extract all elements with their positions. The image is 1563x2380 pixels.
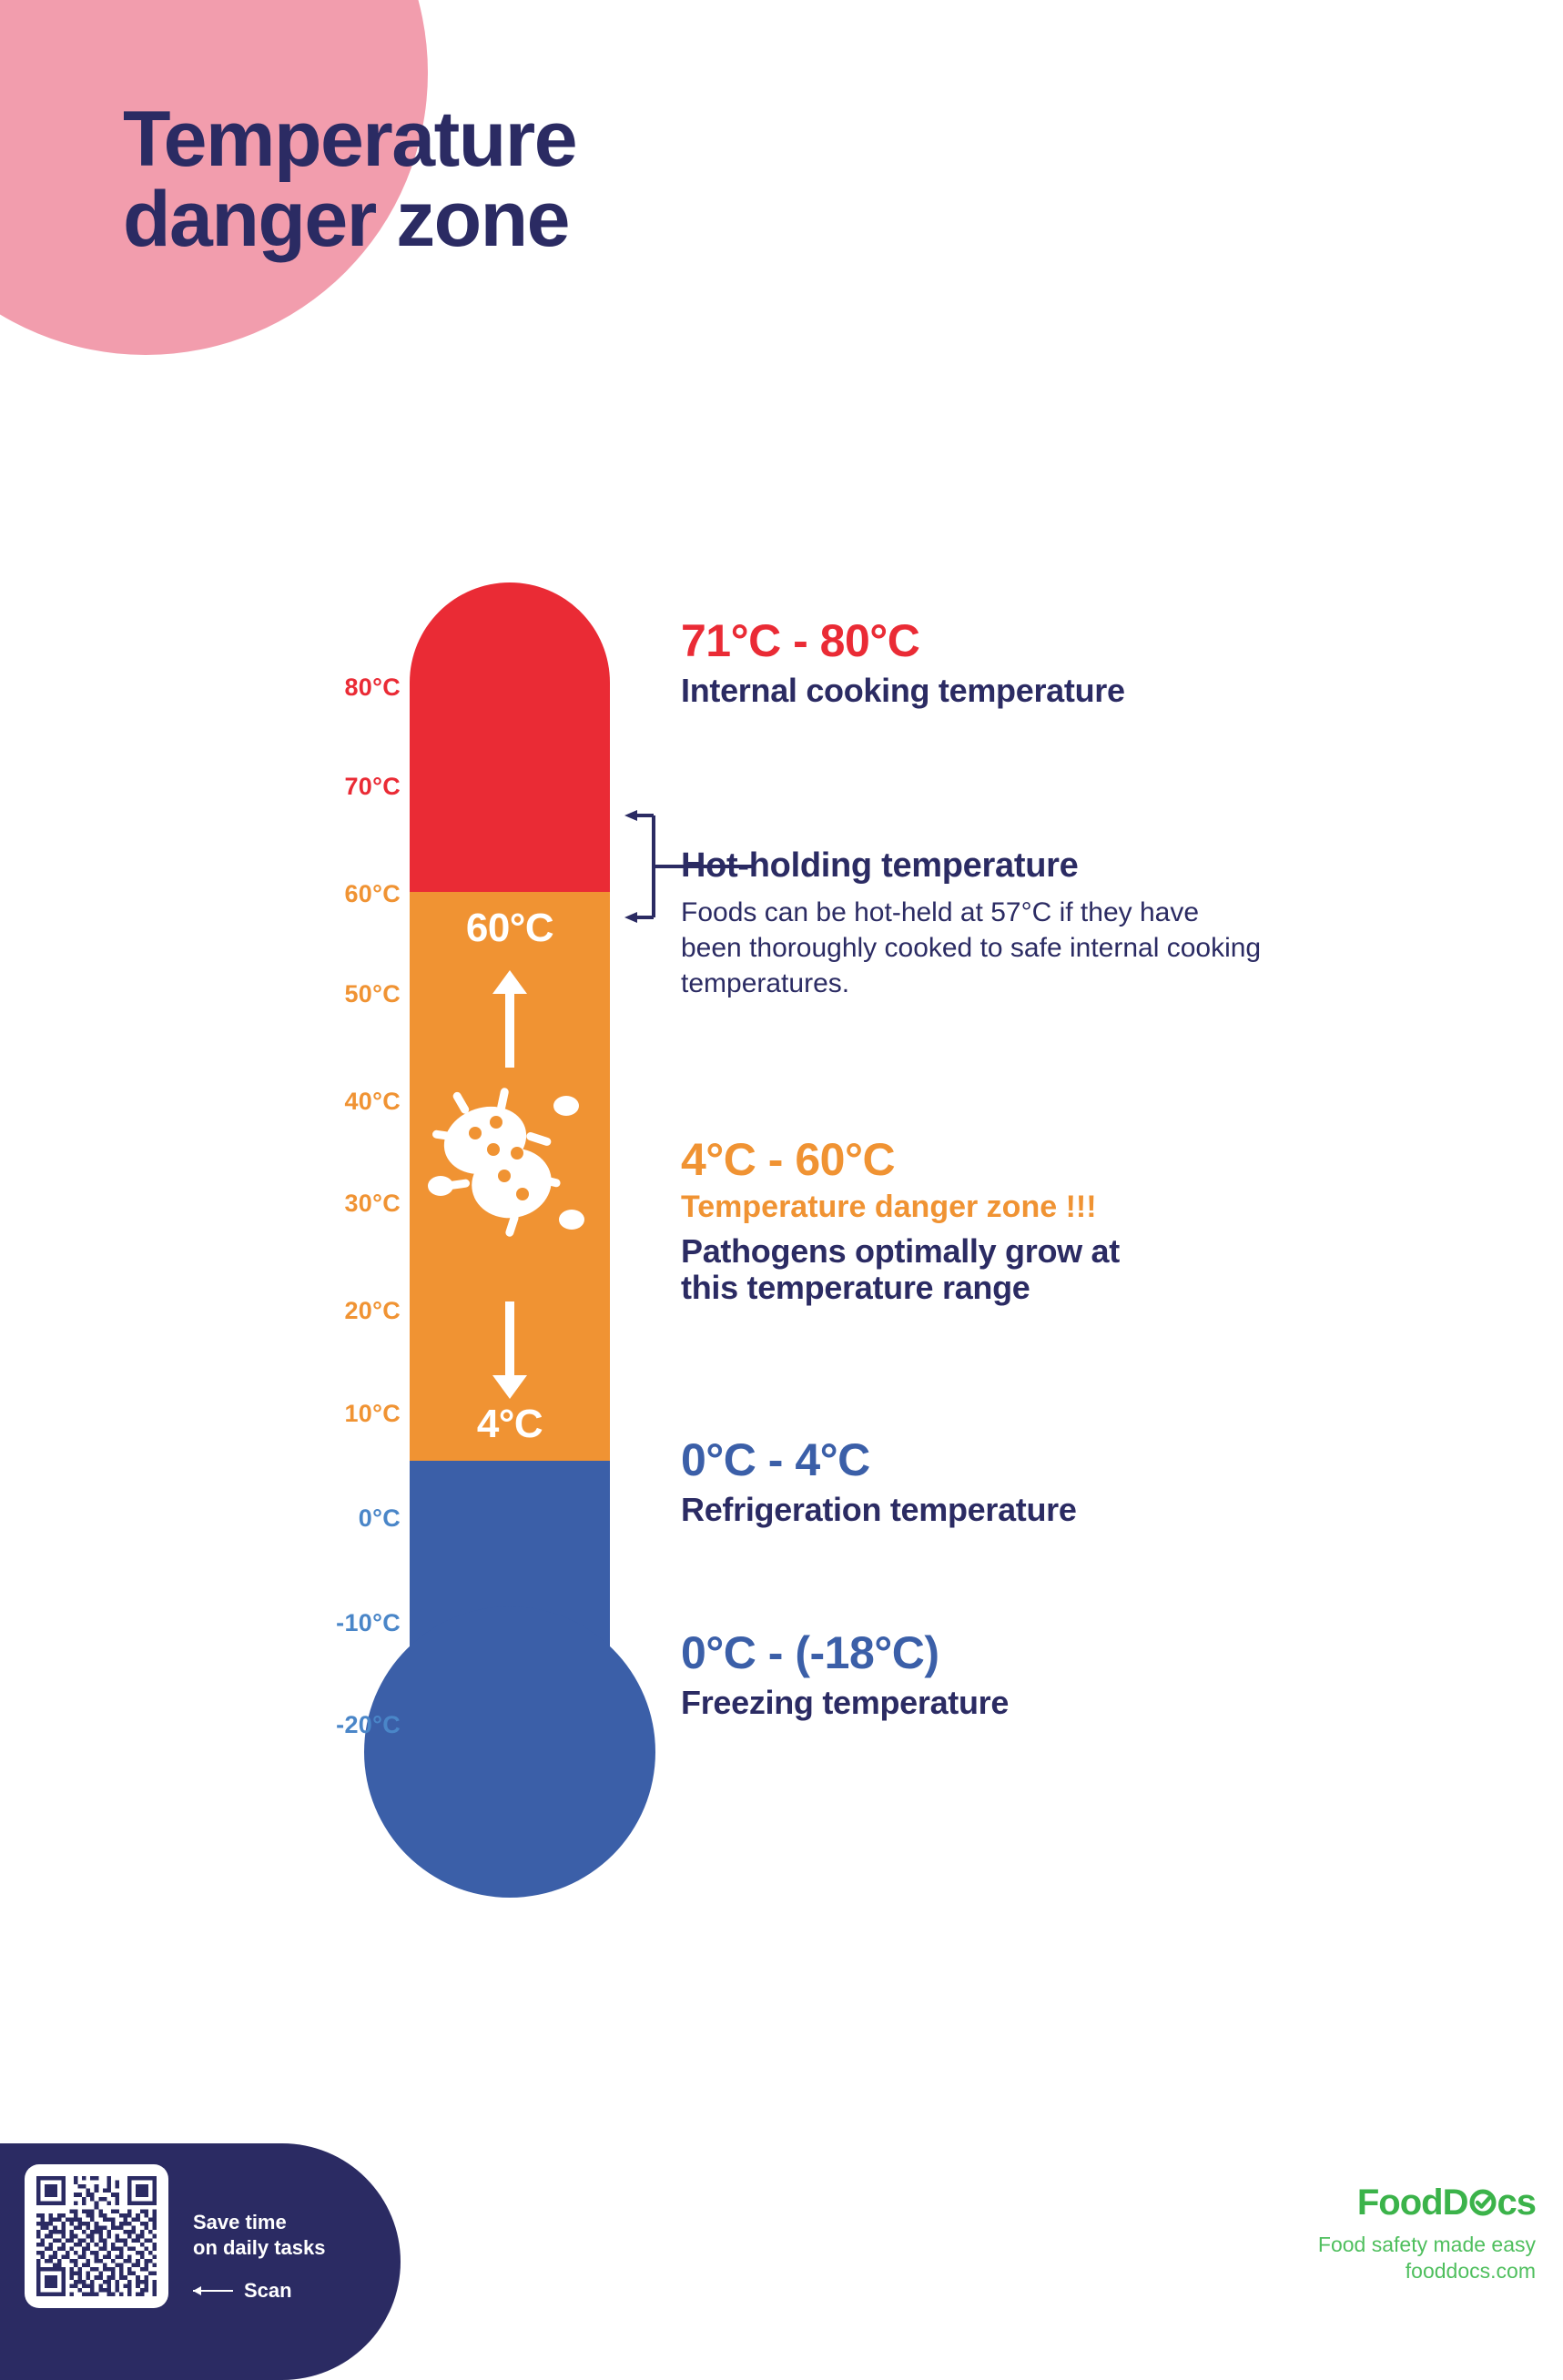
thermometer-bulb bbox=[364, 1606, 655, 1898]
scale-tick: 80°C bbox=[344, 673, 401, 701]
arrow-down-icon bbox=[492, 1301, 527, 1399]
scale-tick: 40°C bbox=[344, 1088, 401, 1115]
footer-promo-line1: Save time bbox=[193, 2211, 287, 2233]
page-title-line2: danger zone bbox=[123, 175, 571, 263]
footer-promo: Save time on daily tasks bbox=[193, 2210, 326, 2260]
page-title: Temperature danger zone bbox=[123, 99, 578, 263]
scale-tick: 30°C bbox=[344, 1190, 401, 1217]
thermometer-segment-blue bbox=[410, 1461, 610, 1493]
cooking-caption: Internal cooking temperature bbox=[681, 672, 1125, 709]
scan-label: Scan bbox=[244, 2279, 292, 2302]
hot-holding-body: Foods can be hot-held at 57°C if they ha… bbox=[681, 897, 1262, 998]
qr-code-image bbox=[36, 2176, 157, 2296]
logo-text-food: Food bbox=[1356, 2183, 1444, 2223]
scale-tick: 0°C bbox=[358, 1504, 401, 1532]
cooking-range: 71°C - 80°C bbox=[681, 615, 920, 666]
block-danger-zone: 4°C - 60°C Temperature danger zone !!! P… bbox=[681, 1136, 1120, 1307]
brand-url: fooddocs.com bbox=[1405, 2258, 1536, 2283]
block-hot-holding: Hot-holding temperature Foods can be hot… bbox=[681, 846, 1264, 1001]
thermometer-inner-label-top: 60°C bbox=[465, 906, 554, 950]
arrow-left-icon bbox=[193, 2286, 233, 2295]
refrigeration-range: 0°C - 4°C bbox=[681, 1434, 870, 1485]
block-internal-cooking: 71°C - 80°C Internal cooking temperature bbox=[681, 617, 1125, 709]
freezing-caption: Freezing temperature bbox=[681, 1684, 1010, 1721]
scale-tick: 60°C bbox=[344, 880, 401, 907]
hot-holding-bracket bbox=[624, 810, 756, 923]
page-title-line1: Temperature bbox=[123, 96, 578, 183]
scale-tick: 70°C bbox=[344, 773, 401, 800]
hot-holding-title: Hot-holding temperature bbox=[681, 846, 1079, 885]
block-refrigeration: 0°C - 4°C Refrigeration temperature bbox=[681, 1436, 1077, 1528]
scale-tick: 10°C bbox=[344, 1400, 401, 1427]
danger-body-line1: Pathogens optimally grow at bbox=[681, 1232, 1120, 1271]
danger-headline: Temperature danger zone !!! bbox=[681, 1190, 1097, 1224]
scale-tick: 50°C bbox=[344, 980, 401, 1008]
danger-body-line2: this temperature range bbox=[681, 1269, 1030, 1307]
thermometer-graphic: 60°C 4°C bbox=[364, 582, 655, 1898]
freezing-range: 0°C - (-18°C) bbox=[681, 1627, 939, 1678]
thermometer-scale: 80°C 70°C 60°C 50°C 40°C 30°C 20°C 10°C … bbox=[336, 673, 401, 1738]
qr-code[interactable] bbox=[25, 2164, 168, 2308]
danger-range: 4°C - 60°C bbox=[681, 1134, 896, 1185]
scale-tick: 20°C bbox=[344, 1297, 401, 1324]
logo-text-d: D bbox=[1442, 2183, 1469, 2223]
scale-tick: -10°C bbox=[336, 1609, 401, 1636]
bacteria-icon bbox=[428, 1088, 584, 1237]
brand-tagline: Food safety made easy bbox=[1317, 2233, 1536, 2256]
arrow-up-icon bbox=[492, 970, 527, 1068]
scan-row: Scan bbox=[193, 2279, 292, 2303]
logo-text-cs: cs bbox=[1497, 2183, 1537, 2223]
check-circle-icon bbox=[1469, 2189, 1496, 2216]
refrigeration-caption: Refrigeration temperature bbox=[681, 1491, 1077, 1528]
thermometer-inner-label-bottom: 4°C bbox=[476, 1402, 543, 1446]
thermometer-segment-red bbox=[410, 582, 610, 892]
block-freezing: 0°C - (-18°C) Freezing temperature bbox=[681, 1629, 1009, 1721]
footer-promo-line2: on daily tasks bbox=[193, 2235, 326, 2259]
scale-tick: -20°C bbox=[336, 1711, 401, 1738]
